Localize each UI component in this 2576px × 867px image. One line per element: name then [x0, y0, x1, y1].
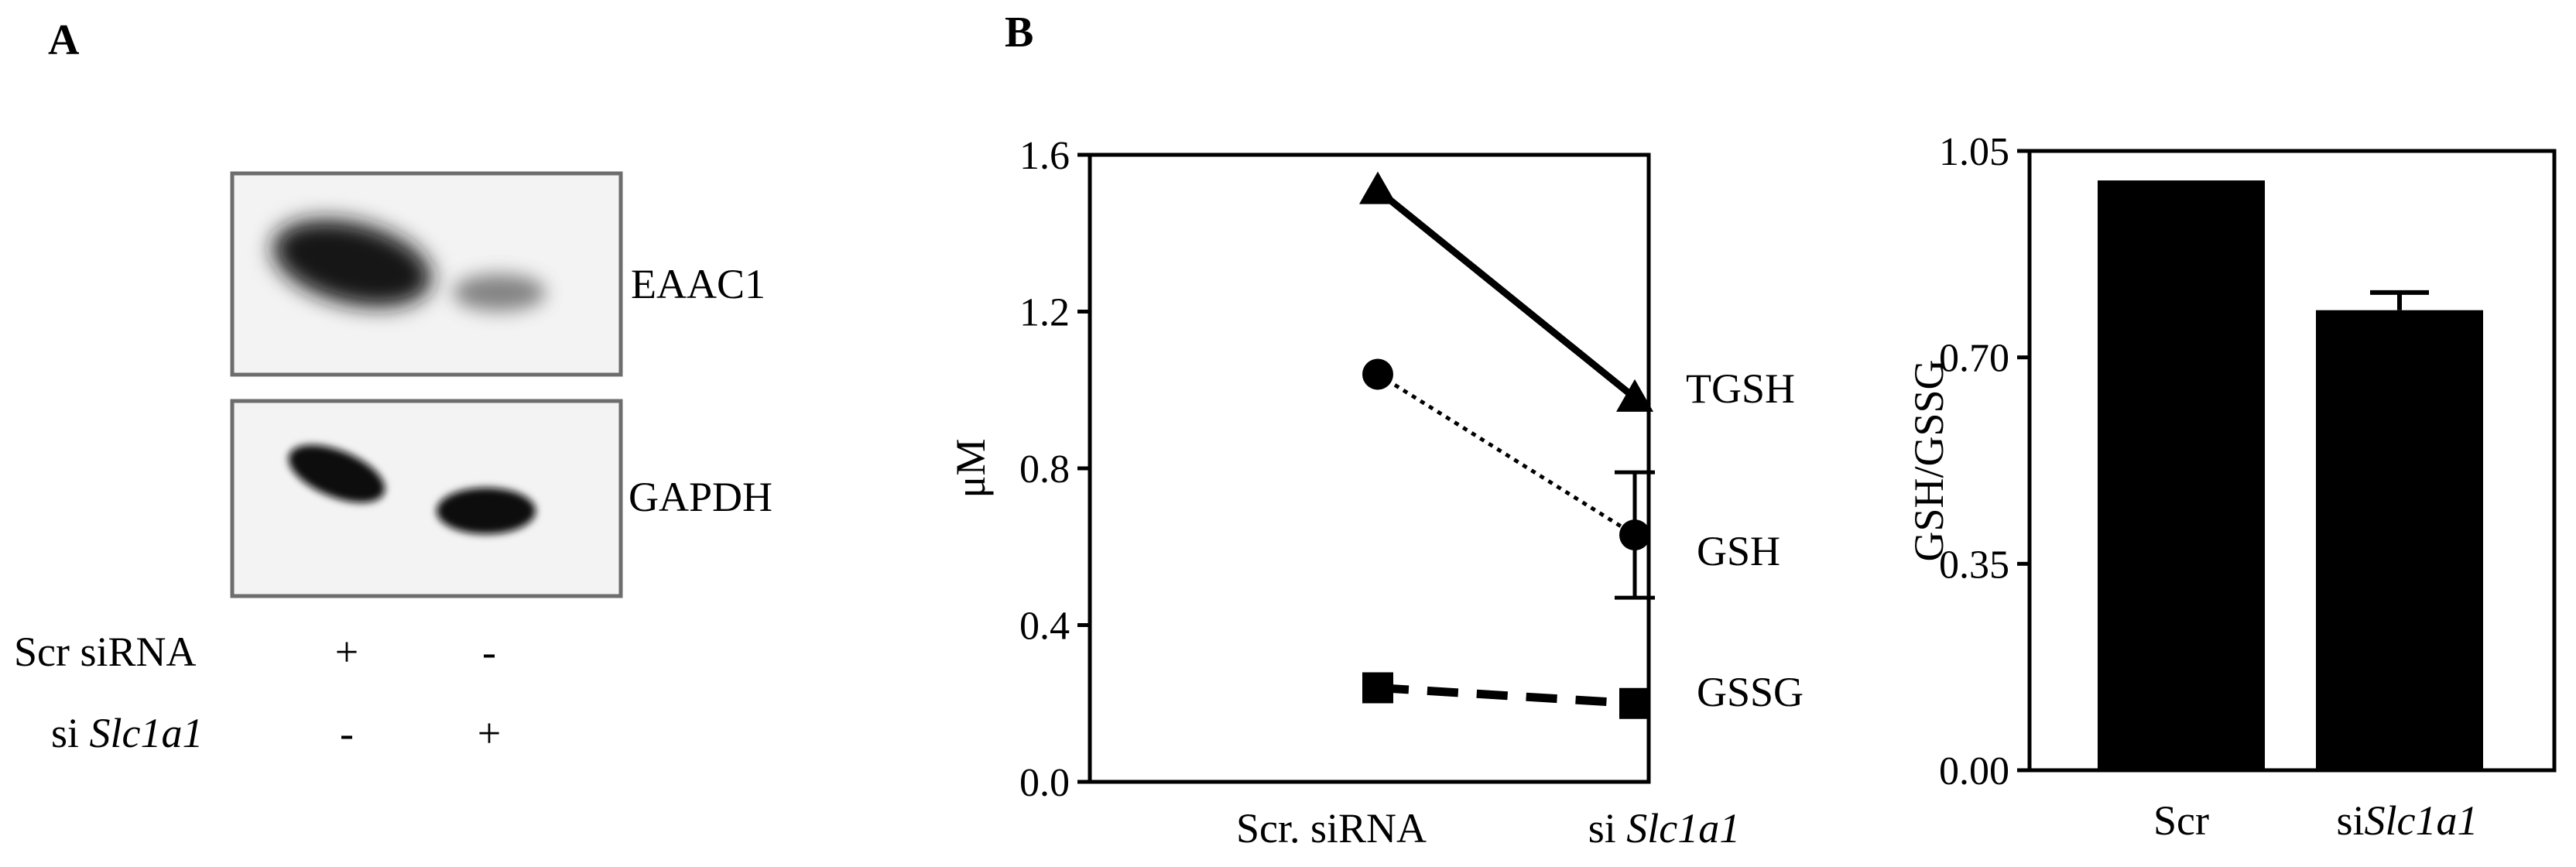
blot-row-label-si-slc1a1: si Slc1a1: [51, 710, 204, 756]
x-tick-label-0: Scr. siRNA: [1236, 805, 1427, 852]
series-label-tgsh: TGSH: [1686, 365, 1795, 412]
y-tick-label-0: 0.0: [1019, 761, 1070, 805]
y-axis-label: μM: [947, 439, 994, 499]
western-blot: EAAC1 GAPDH Scr siRNA + - si Slc1a1 - +: [14, 171, 772, 756]
glutathione-line-chart: 0.0 0.4 0.8 1.2 1.6 μM Scr. siRNA si Slc1a1 TGSH…: [947, 134, 1804, 852]
blot-row-0-sign-lane2: -: [482, 629, 496, 675]
band-gapdh-lane2: [437, 488, 536, 534]
series-label-gssg: GSSG: [1697, 669, 1804, 715]
blot-row-label-scr: Scr siRNA: [14, 629, 197, 675]
y-tick-label-2: 0.8: [1019, 447, 1070, 492]
blot-box-gapdh: [230, 399, 623, 598]
series-line-gsh: [1376, 372, 1636, 537]
blot-row-0-sign-lane1: +: [335, 629, 358, 675]
panel-a-label: A: [48, 16, 80, 64]
y-tick-label-4: 1.6: [1019, 134, 1070, 178]
bar-y-axis-label: GSH/GSSG: [1906, 359, 1952, 561]
marker-gssg-0: [1362, 672, 1393, 704]
marker-gsh-0: [1362, 358, 1393, 390]
series-line-gssg: [1377, 684, 1636, 708]
band-label-eaac1: EAAC1: [631, 261, 766, 307]
y-tick-label-1: 0.4: [1019, 605, 1070, 649]
marker-gssg-1: [1619, 687, 1650, 719]
bar-x-tick-label-1: siSlc1a1: [2336, 797, 2478, 844]
bar-chart-frame: [2027, 149, 2557, 773]
bar-y-tick-label-2: 0.70: [1939, 337, 2009, 381]
bar-y-tick-label-0: 0.00: [1939, 749, 2009, 793]
band-eaac1-lane2: [453, 274, 546, 311]
band-eaac1-lane1: [272, 219, 432, 307]
x-tick-label-1: si Slc1a1: [1588, 805, 1741, 852]
bar-y-tick-label-3: 1.05: [1939, 130, 2009, 174]
band-gapdh-lane1: [288, 444, 385, 503]
series-line-tgsh: [1375, 187, 1637, 401]
y-tick-label-3: 1.2: [1019, 291, 1070, 335]
marker-tgsh-0: [1359, 171, 1396, 204]
gsh-gssg-ratio-bar-chart: 0.00 0.35 0.70 1.05 GSH/GSSG Scr siSlc1a1: [1906, 130, 2557, 844]
panel-b-label: B: [1005, 9, 1033, 57]
band-label-gapdh: GAPDH: [629, 474, 772, 520]
series-label-gsh: GSH: [1697, 528, 1780, 574]
bar-1: [2316, 310, 2483, 770]
bar-y-tick-label-1: 0.35: [1939, 543, 2009, 587]
bar-0: [2098, 180, 2265, 771]
blot-row-1-sign-lane1: -: [340, 710, 354, 756]
blot-row-1-sign-lane2: +: [478, 710, 501, 756]
marker-tgsh-1: [1616, 379, 1653, 412]
bar-x-tick-label-0: Scr: [2153, 797, 2209, 844]
marker-gsh-1: [1619, 519, 1650, 551]
